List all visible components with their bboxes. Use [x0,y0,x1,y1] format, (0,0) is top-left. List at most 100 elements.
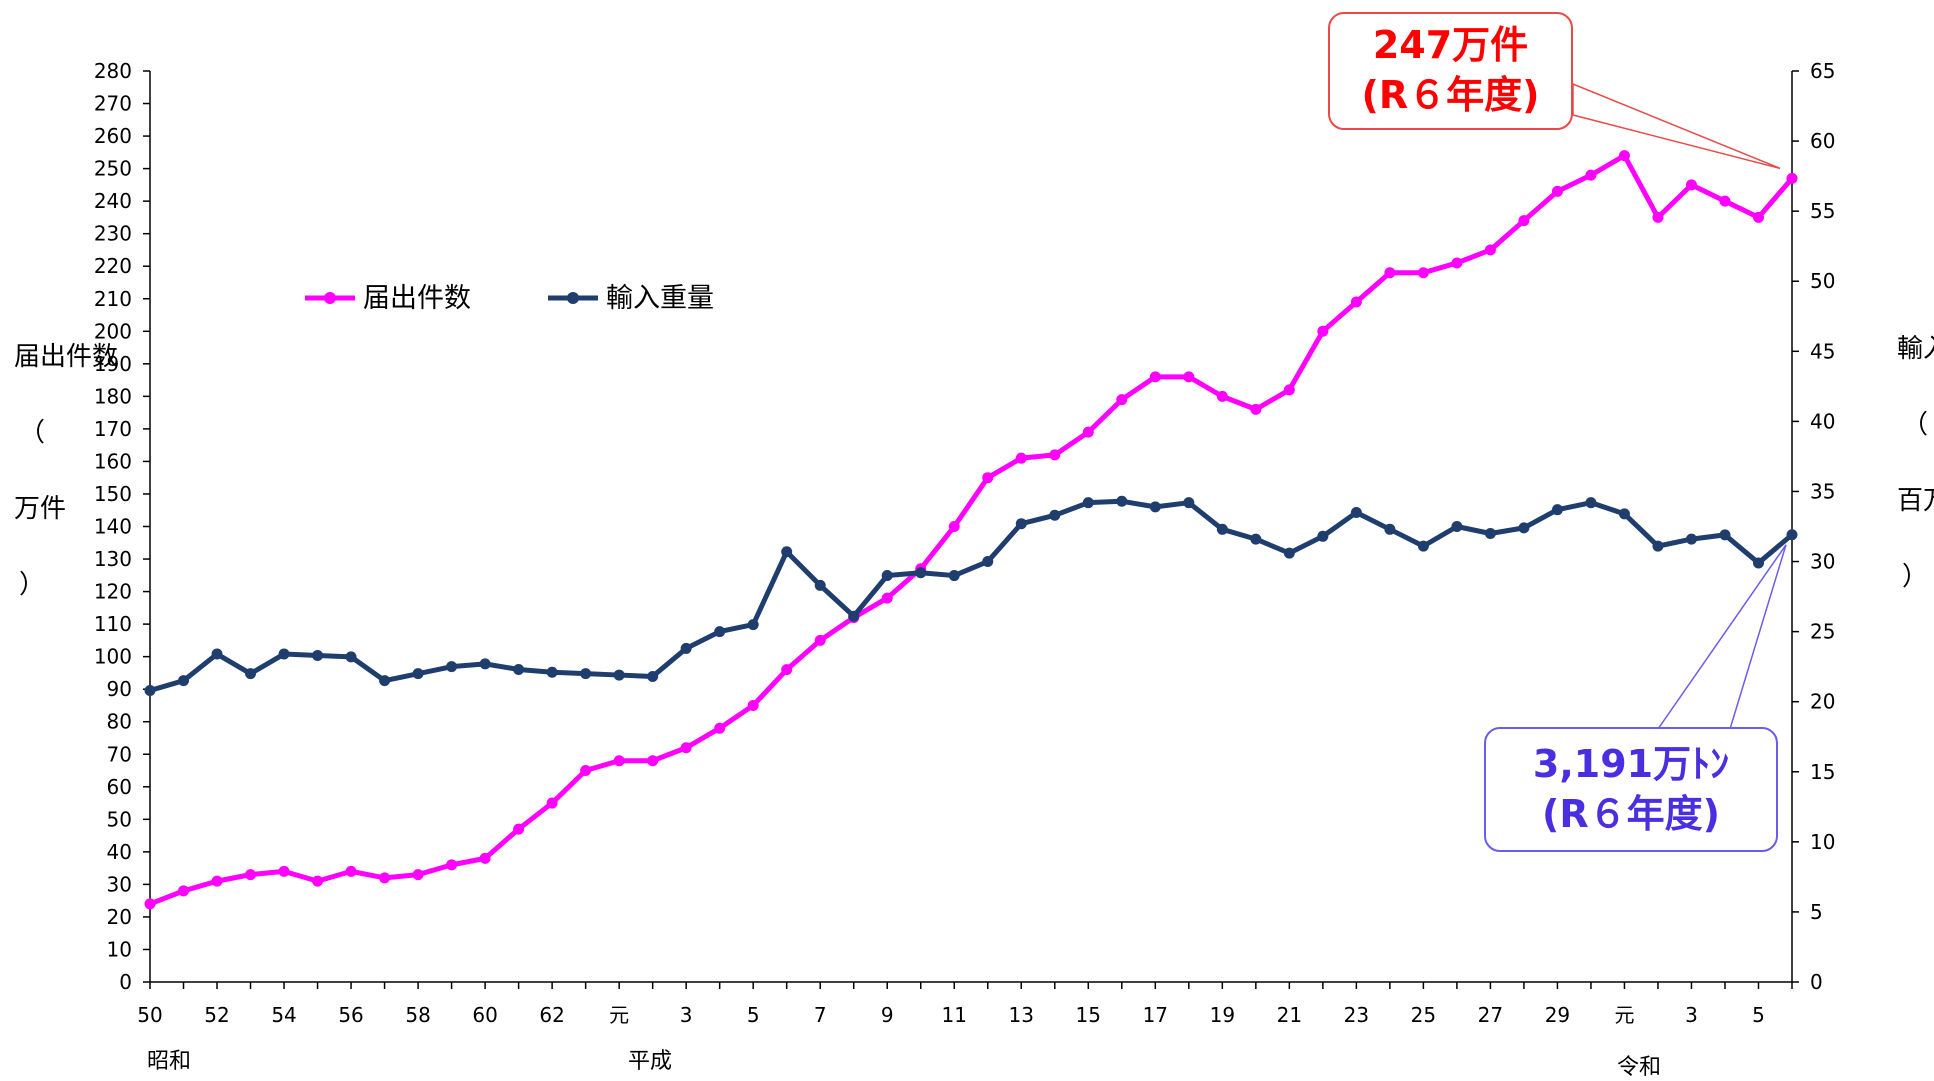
series-1-point [982,556,994,568]
series-0-point [1317,325,1329,337]
series-0-point [412,869,424,881]
y-axis-left-label: 届出件数 （ 万件 ） [14,342,119,600]
series-0-point [1082,426,1094,438]
legend-swatch-point-1 [567,292,579,304]
y-right-tick-label: 65 [1810,59,1835,83]
series-1-point [1216,523,1228,535]
series-0-point [1149,371,1161,383]
legend-label-0: 届出件数 [363,283,471,314]
series-1-point [211,648,223,660]
y-left-tick-label: 230 [94,222,132,246]
era-label-heisei: 平成 [628,1049,673,1074]
y-left-tick-label: 170 [94,417,132,441]
x-tick-label: 54 [271,1003,296,1027]
series-1-point [881,570,893,582]
series-1-point [1685,533,1697,545]
series-1-point [948,570,960,582]
series-1-point [278,648,290,660]
series-0-point [714,722,726,734]
series-1-point [1384,523,1396,535]
series-0-point [1183,371,1195,383]
y-right-tick-label: 0 [1810,970,1823,994]
series-1-point [178,675,190,687]
y-right-tick-label: 35 [1810,479,1835,503]
x-tick-label: 9 [881,1003,894,1027]
series-1-point [345,651,357,663]
y-left-tick-label: 0 [119,970,132,994]
series-1-point [1049,509,1061,521]
series-1-point [814,579,826,591]
y-right-tick-label: 25 [1810,620,1835,644]
series-0-point [948,521,960,532]
y-right-tick-label: 40 [1810,409,1835,433]
series-0-point [1551,185,1563,197]
series-1-point [1551,504,1563,516]
y-left-tick-label: 50 [107,807,132,831]
y-left-tick-label: 180 [94,384,132,408]
x-tick-label: 62 [539,1003,564,1027]
series-0-point [613,755,625,767]
series-1-point [144,684,156,696]
y-left-tick-label: 260 [94,124,132,148]
x-tick-label: 25 [1411,1003,1436,1027]
y-right-tick-label: 55 [1810,199,1835,223]
callout-notifications-value: 247万件 [1372,23,1529,67]
y-left-tick-label: 80 [107,710,132,734]
series-1-point [1350,506,1362,518]
y-right-tick-label: 5 [1810,900,1823,924]
series-line-0 [149,153,1794,907]
series-1-point [1484,528,1496,540]
series-0-point [1049,449,1061,461]
y-left-tick-label: 200 [94,319,132,343]
series-0-point [144,898,156,910]
series-0-point [345,865,357,877]
series-1-point [613,669,625,681]
y-right-tick-label: 30 [1810,550,1835,574]
series-1-point [747,619,759,631]
y-right-tick-label: 45 [1810,339,1835,363]
y-left-tick-label: 130 [94,547,132,571]
x-tick-label: 3 [680,1003,693,1027]
x-tick-label: 23 [1344,1003,1369,1027]
series-0-point [278,865,290,877]
x-tick-label: 元 [1614,1003,1634,1027]
series-1-point [1183,497,1195,509]
series-0-point [379,872,391,884]
x-tick-label: 5 [1752,1003,1765,1027]
series-1-point [546,666,558,678]
x-tick-label: 15 [1076,1003,1101,1027]
era-label-reiwa: 令和 [1617,1055,1662,1080]
y-right-tick-label: 20 [1810,690,1835,714]
series-0-point [1786,172,1798,184]
y-left-tick-label: 140 [94,515,132,539]
x-tick-label: 13 [1009,1003,1034,1027]
axes: 0102030405060708090100110120130140150160… [94,59,1836,994]
x-tick-label: 19 [1210,1003,1235,1027]
x-tick-label: 元 [609,1003,629,1027]
series-1-point [513,663,525,675]
series-1-point [680,642,692,654]
callout-import-weight-value: 3,191万ﾄﾝ [1532,742,1730,786]
series-1-point [1618,508,1630,520]
series-1-point [1585,497,1597,509]
y-left-tick-label: 10 [107,937,132,961]
y-left-tick-label: 20 [107,905,132,929]
series-1-point [1518,522,1530,534]
series-1-point [1417,540,1429,552]
series-1-point [1283,547,1295,559]
series-0-point [1283,384,1295,396]
y-left-tick-label: 90 [107,677,132,701]
x-tick-label: 29 [1545,1003,1570,1027]
x-tick-label: 21 [1277,1003,1302,1027]
series-0-point [211,875,223,887]
callout-import-weight: 3,191万ﾄﾝ (R６年度) [1484,727,1778,852]
series-layer [144,150,1798,910]
series-0-point [1350,296,1362,308]
y-right-tick-label: 60 [1810,129,1835,153]
series-1-point [580,668,592,680]
series-1-point [848,610,860,622]
series-0-point [546,797,558,809]
series-0-point [781,664,793,676]
series-0-point [513,823,525,835]
